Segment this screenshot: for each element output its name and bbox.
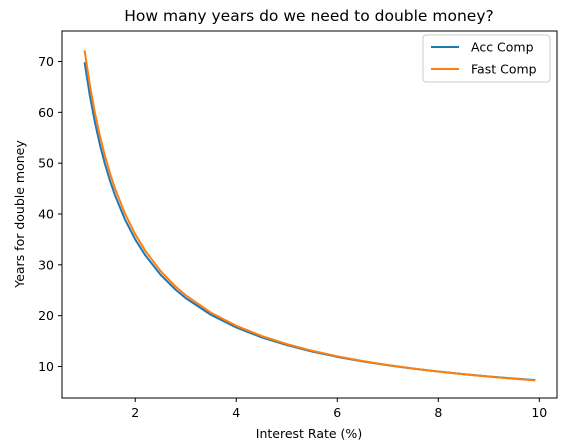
x-tick-label: 4 [232, 405, 240, 420]
chart-title: How many years do we need to double mone… [124, 7, 493, 25]
y-tick-label: 10 [38, 359, 54, 374]
x-tick-label: 8 [434, 405, 442, 420]
y-axis-label: Years for double money [12, 140, 27, 289]
axes-frame [61, 30, 558, 399]
y-tick-label: 20 [38, 308, 54, 323]
series-line-fast-comp [83, 50, 536, 382]
y-tick-label: 50 [38, 156, 54, 171]
y-tick-label: 70 [38, 54, 54, 69]
legend-label-acc-comp: Acc Comp [471, 40, 534, 55]
x-axis-label: Interest Rate (%) [256, 426, 362, 441]
y-tick-label: 30 [38, 257, 54, 272]
y-axis: 10 20 30 40 50 60 70 [38, 54, 62, 374]
legend-label-fast-comp: Fast Comp [471, 62, 537, 77]
y-tick-label: 60 [38, 105, 54, 120]
y-tick-label: 40 [38, 206, 54, 221]
plot-area [83, 50, 536, 382]
x-axis: 2 4 6 8 10 [131, 398, 547, 420]
x-tick-label: 10 [531, 405, 547, 420]
legend: Acc Comp Fast Comp [422, 34, 551, 83]
x-tick-label: 6 [333, 405, 341, 420]
x-tick-label: 2 [131, 405, 139, 420]
